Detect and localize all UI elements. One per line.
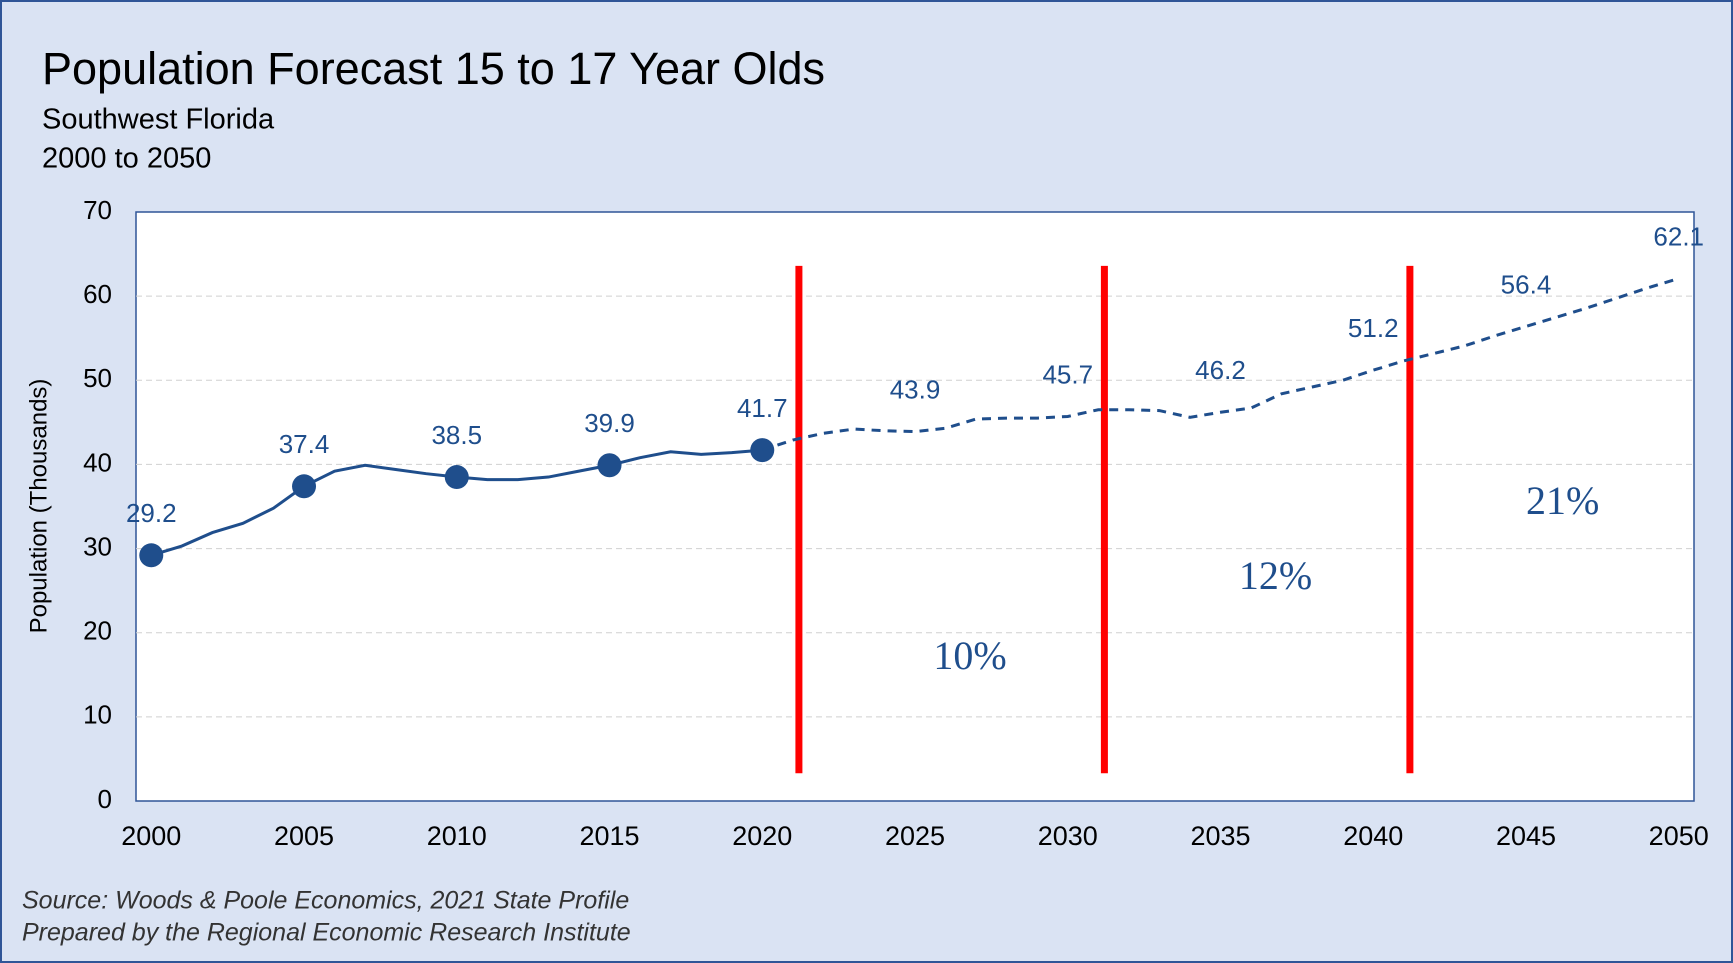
y-tick-label: 70: [83, 195, 112, 225]
y-tick-label: 50: [83, 363, 112, 393]
data-label: 41.7: [737, 393, 788, 423]
x-tick-label: 2020: [732, 821, 792, 851]
source-note: Prepared by the Regional Economic Resear…: [22, 919, 631, 947]
data-label: 37.4: [279, 429, 330, 459]
y-axis-title: Population (Thousands): [25, 379, 52, 634]
plot-area: [135, 211, 1695, 802]
y-tick-label: 20: [83, 616, 112, 646]
data-label: 51.2: [1348, 313, 1399, 343]
data-label: 43.9: [890, 374, 941, 404]
data-label: 45.7: [1042, 359, 1093, 389]
data-label: 46.2: [1195, 355, 1246, 385]
data-label: 38.5: [431, 420, 482, 450]
annotation: 21%: [1526, 478, 1599, 523]
data-label: 39.9: [584, 408, 635, 438]
data-point: [597, 453, 622, 478]
subtitle: Southwest Florida: [42, 104, 275, 136]
x-tick-label: 2035: [1190, 821, 1250, 851]
chart-title: Population Forecast 15 to 17 Year Olds: [42, 43, 825, 94]
x-tick-label: 2000: [121, 821, 181, 851]
x-tick-label: 2045: [1496, 821, 1556, 851]
y-tick-label: 60: [83, 279, 112, 309]
data-point: [292, 474, 317, 499]
x-tick-label: 2050: [1649, 821, 1709, 851]
y-tick-label: 40: [83, 447, 112, 477]
data-label: 29.2: [126, 498, 177, 528]
annotation: 12%: [1239, 553, 1312, 598]
x-tick-label: 2040: [1343, 821, 1403, 851]
data-label: 62.1: [1653, 221, 1704, 251]
annotation: 10%: [933, 633, 1006, 678]
subtitle: 2000 to 2050: [42, 143, 211, 175]
series-line: [761, 277, 1680, 452]
data-point: [444, 465, 469, 490]
x-tick-label: 2010: [427, 821, 487, 851]
y-tick-label: 0: [98, 784, 112, 814]
x-tick-label: 2030: [1038, 821, 1098, 851]
source-note: Source: Woods & Poole Economics, 2021 St…: [22, 887, 629, 915]
data-label: 56.4: [1501, 269, 1552, 299]
x-tick-label: 2005: [274, 821, 334, 851]
y-tick-label: 30: [83, 531, 112, 561]
data-point: [139, 543, 164, 568]
x-tick-label: 2015: [579, 821, 639, 851]
x-tick-label: 2025: [885, 821, 945, 851]
y-tick-label: 10: [83, 700, 112, 730]
